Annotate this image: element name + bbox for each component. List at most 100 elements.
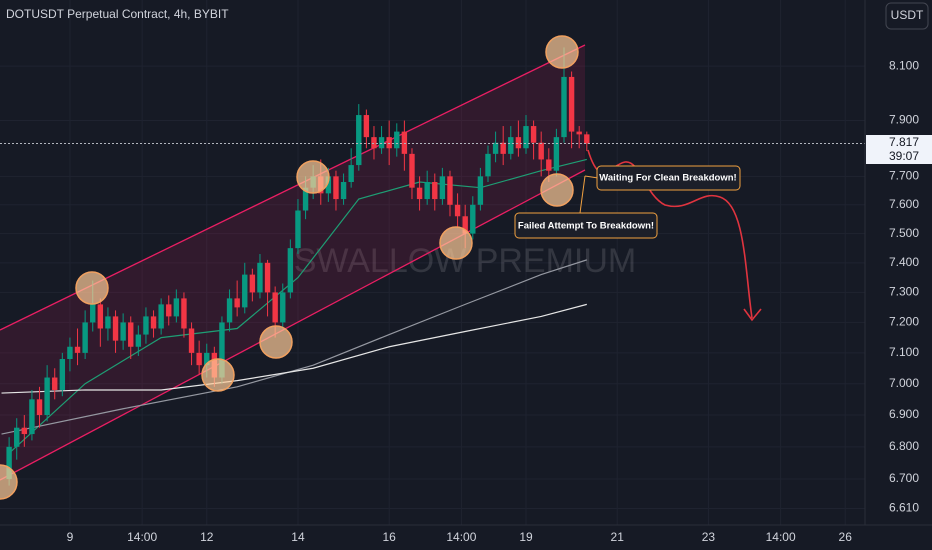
x-tick-label: 19 — [519, 530, 533, 544]
candle-body — [158, 304, 164, 329]
candle-body — [432, 182, 438, 200]
candle-body — [234, 298, 240, 308]
candle-body — [492, 142, 499, 154]
candle-body — [74, 346, 81, 353]
candle-body — [538, 142, 544, 160]
candle-body — [97, 304, 104, 329]
x-tick-label: 9 — [67, 530, 74, 544]
candle-body — [150, 316, 157, 329]
highlight — [259, 325, 293, 359]
candle-body — [272, 292, 278, 323]
candle-body — [181, 298, 187, 329]
x-tick-label: 12 — [200, 530, 214, 544]
candle-body — [14, 427, 20, 447]
highlight — [75, 271, 109, 305]
highlight — [439, 226, 473, 260]
channel-lower — [0, 169, 586, 481]
candle-body — [447, 176, 453, 205]
moving-average — [8, 158, 587, 454]
candle-body — [21, 427, 28, 435]
candle-body — [36, 399, 43, 416]
candle-body — [166, 304, 172, 317]
y-tick-label: 7.500 — [889, 226, 919, 240]
x-tick-label: 26 — [839, 530, 853, 544]
candle-body — [553, 137, 560, 171]
candle-body — [394, 131, 400, 149]
moving-average — [1, 303, 587, 394]
x-tick-label: 21 — [611, 530, 625, 544]
candle-body — [143, 316, 149, 335]
candle-body — [356, 115, 362, 166]
highlight — [0, 464, 18, 500]
candles — [6, 47, 590, 486]
candle-body — [128, 322, 134, 347]
callout-box — [596, 165, 741, 191]
y-tick-label: 7.300 — [889, 285, 919, 299]
candle-body — [333, 176, 339, 200]
candle-body — [485, 153, 491, 177]
x-tick-label: 23 — [702, 530, 716, 544]
candle-body — [561, 76, 567, 138]
overlays — [1, 158, 587, 454]
candle-body — [523, 126, 529, 149]
chart-title: DOTUSDT Perpetual Contract, 4h, BYBIT — [6, 7, 229, 21]
candle-body — [401, 131, 408, 154]
candle-body — [508, 137, 514, 154]
candle-body — [424, 182, 430, 200]
axes: 6.610 6.700 6.800 6.900 7.000 7.100 7.200 7.300… — [67, 58, 920, 544]
candle-body — [530, 126, 537, 143]
candle-body — [386, 137, 392, 149]
candle-body — [135, 334, 142, 347]
y-tick-label: 7.400 — [889, 255, 919, 269]
candle-body — [454, 204, 461, 217]
candle-body — [409, 153, 415, 188]
annotation: Failed Attempt To Breakdown! — [518, 221, 654, 232]
annotation: Waiting For Clean Breakdown! — [599, 173, 736, 184]
moving-average — [1, 259, 587, 435]
y-tick-label: 7.700 — [889, 169, 919, 183]
candle-body — [204, 352, 210, 366]
candle-body — [29, 399, 35, 435]
arrow-head — [743, 308, 762, 322]
candle-body — [219, 322, 225, 378]
highlight — [201, 358, 235, 392]
candle-body — [173, 298, 180, 317]
candle-body — [371, 137, 377, 149]
candle-body — [120, 322, 126, 341]
candle-body — [6, 446, 12, 480]
callout-box — [514, 212, 658, 239]
currency-button[interactable] — [885, 2, 929, 30]
countdown: 39:07 — [889, 149, 919, 163]
highlight — [540, 173, 574, 207]
candle-body — [112, 316, 119, 341]
candle-body — [280, 292, 286, 323]
candle-body — [568, 76, 575, 132]
candle-body — [249, 274, 256, 293]
x-tick-label: 14:00 — [446, 530, 476, 544]
callout-line — [584, 175, 599, 179]
candle-body — [242, 274, 248, 308]
candle-body — [52, 377, 58, 390]
candle-body — [363, 115, 370, 138]
last-price-label: 7.817 — [889, 135, 919, 149]
candle-body — [462, 216, 468, 234]
x-tick-label: 14 — [291, 530, 305, 544]
candle-body — [546, 159, 552, 171]
currency-label[interactable]: USDT — [891, 8, 924, 22]
y-tick-label: 6.900 — [889, 407, 919, 421]
candle-body — [90, 304, 96, 323]
highlight — [545, 35, 579, 69]
candle-body — [67, 346, 73, 360]
y-tick-label: 7.100 — [889, 345, 919, 359]
x-tick-label: 16 — [382, 530, 396, 544]
candle-body — [82, 322, 88, 353]
candle-body — [340, 182, 347, 200]
grid — [0, 0, 865, 525]
candle-body — [287, 248, 294, 293]
candle-body — [439, 176, 446, 200]
candle-body — [584, 134, 590, 144]
candle-body — [226, 298, 233, 323]
